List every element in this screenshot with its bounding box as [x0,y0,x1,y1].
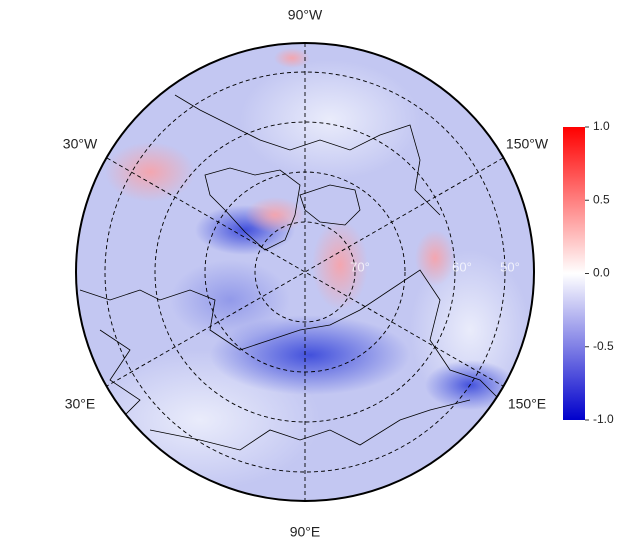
graticule [104,43,506,501]
colorbar-tick-label: 1.0 [593,119,610,133]
colorbar-tick-label: 0.5 [593,192,610,206]
colorbar-tick-label: -0.5 [593,339,614,353]
colorbar-scale [563,127,585,420]
colorbar-tick-label: 0.0 [593,266,610,280]
latitude-label: 70° [350,259,370,274]
latitude-label: 60° [452,259,472,274]
meridian-label: 90°E [290,524,321,540]
coastlines [79,94,501,451]
colorbar-tick-label: -1.0 [593,412,614,426]
map-boundary [75,42,535,502]
colorbar: 1.0 0.5 0.0 -0.5 -1.0 [563,119,614,426]
meridian-label: 30°E [65,396,96,412]
correlation-field [76,43,534,501]
meridian-label: 150°E [508,396,546,412]
meridian-label: 90°W [288,7,323,23]
meridian-label: 30°W [63,136,98,152]
meridian-label: 150°W [506,136,549,152]
latitude-label: 50° [500,259,520,274]
